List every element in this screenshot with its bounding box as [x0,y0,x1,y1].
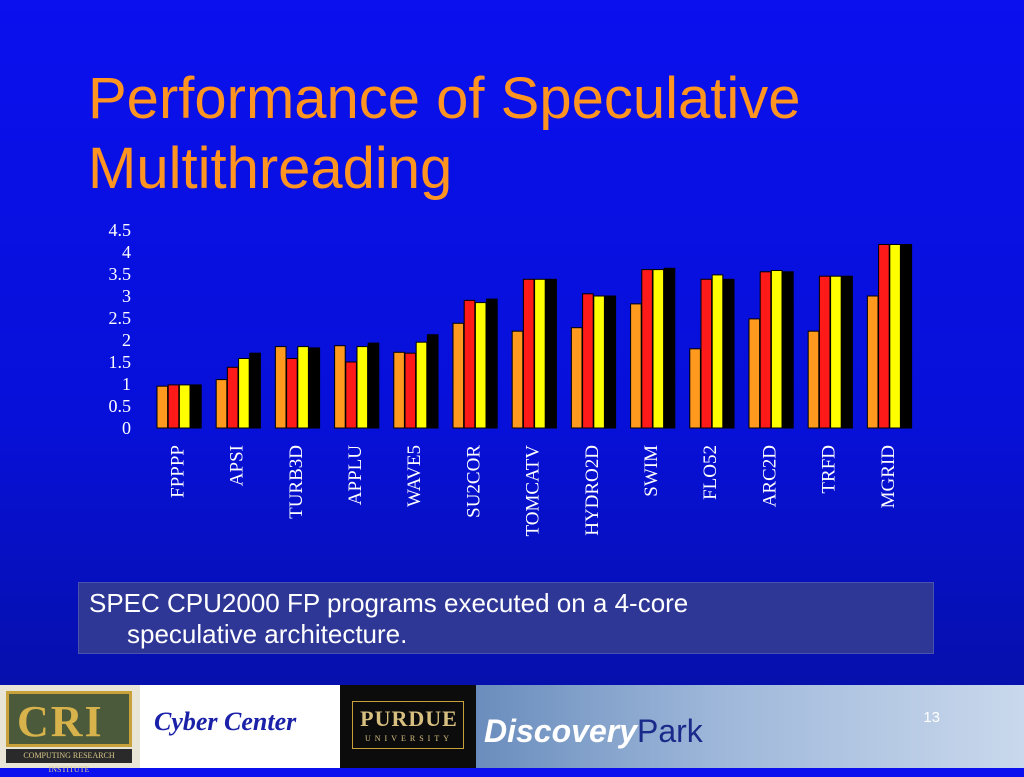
bar [782,271,794,429]
bar [178,384,191,429]
bar [474,302,487,429]
bar [593,295,605,429]
y-tick-label: 2 [122,330,131,350]
x-tick-label: SU2COR [463,445,484,518]
y-tick-label: 2.5 [109,308,132,328]
y-tick-label: 1.5 [109,352,132,372]
bar [770,270,783,429]
bar [393,351,405,429]
cyber-center-text: Cyber Center [154,707,297,736]
bar [156,385,169,429]
bar [759,271,772,429]
bar [663,267,676,429]
cri-logo-text: CRI [17,697,104,746]
bar [345,361,357,429]
discovery-park-logo: DiscoveryPark 13 [476,685,1024,768]
x-tick-label: MGRID [878,445,899,508]
y-tick-label: 4 [122,242,131,262]
bar [190,384,202,429]
bar [167,384,180,429]
bar [889,244,901,429]
bar [522,278,535,429]
x-tick-label: TURB3D [286,445,307,519]
cri-logo-subtext: COMPUTING RESEARCH INSTITUTE [6,749,132,774]
bar [900,244,913,429]
bar [570,327,583,429]
bar [722,278,735,429]
bar [604,295,617,429]
cri-logo-emblem: CRI [6,691,132,747]
y-tick-label: 3.5 [109,264,132,284]
bar [748,318,761,429]
bar [866,295,879,429]
bar [830,275,842,429]
caption-box: SPEC CPU2000 FP programs executed on a 4… [78,582,934,654]
bar [534,278,546,429]
discovery-park-text: DiscoveryPark [484,713,703,750]
bar [818,275,831,429]
x-tick-label: TOMCATV [523,445,544,537]
bar [226,366,239,429]
bar [463,299,476,429]
bar [652,269,665,429]
bar [215,379,228,429]
purdue-logo-frame: PURDUE UNIVERSITY [352,701,464,749]
y-tick-label: 0.5 [109,396,132,416]
x-tick-label: HYDRO2D [582,445,603,536]
bar [630,303,642,429]
bar [841,275,853,429]
purdue-logo-subtext: UNIVERSITY [365,734,453,743]
bar [356,346,369,429]
y-tick-label: 4.5 [109,220,132,240]
bar [308,347,321,429]
bar [878,244,890,429]
bar [367,342,380,429]
bar [582,293,594,429]
purdue-logo: PURDUE UNIVERSITY [340,685,476,768]
bar [415,341,428,429]
bar [689,348,701,429]
slide-title-line-1: Performance of Speculative [88,66,801,131]
discovery-word: Discovery [484,713,637,749]
bar [545,278,557,429]
bar [274,346,287,429]
park-word: Park [636,713,703,749]
bar [249,352,261,429]
caption-line-2: speculative architecture. [127,619,408,649]
cri-logo: CRI COMPUTING RESEARCH INSTITUTE [0,685,140,774]
cyber-center-logo: Cyber Center [140,685,340,768]
x-tick-label: ARC2D [759,445,780,507]
y-tick-label: 1 [122,374,131,394]
y-tick-label: 0 [122,418,131,438]
y-tick-label: 3 [122,286,131,306]
bar [426,334,439,429]
slide-title-line-2: Multithreading [88,136,453,201]
bar [286,358,298,429]
x-tick-label: APPLU [345,445,366,505]
x-tick-label: WAVE5 [404,445,425,507]
footer-logo-bar: CRI COMPUTING RESEARCH INSTITUTE Cyber C… [0,685,1024,774]
page-number: 13 [923,709,940,726]
purdue-logo-text: PURDUE [360,706,458,731]
bar [711,274,724,429]
x-tick-label: SWIM [641,445,662,497]
bar [452,322,465,429]
bar [404,352,417,429]
x-tick-label: FPPPP [167,445,188,498]
bar-chart: 4.543.532.521.510.50 FPPPP APSI TURB3D APPLU… [109,220,913,537]
caption-line-1: SPEC CPU2000 FP programs executed on a 4… [89,588,689,618]
slide-title: Performance of Speculative Multithreadin… [88,64,988,204]
x-tick-label: APSI [227,445,248,486]
bar [807,330,820,429]
bar [238,358,250,429]
bar [641,269,653,429]
bar [700,278,713,429]
bar [511,330,524,429]
bar [334,345,346,429]
x-tick-label: TRFD [819,445,840,494]
bar [297,346,309,429]
x-tick-label: FLO52 [700,445,721,500]
bar [486,298,498,429]
